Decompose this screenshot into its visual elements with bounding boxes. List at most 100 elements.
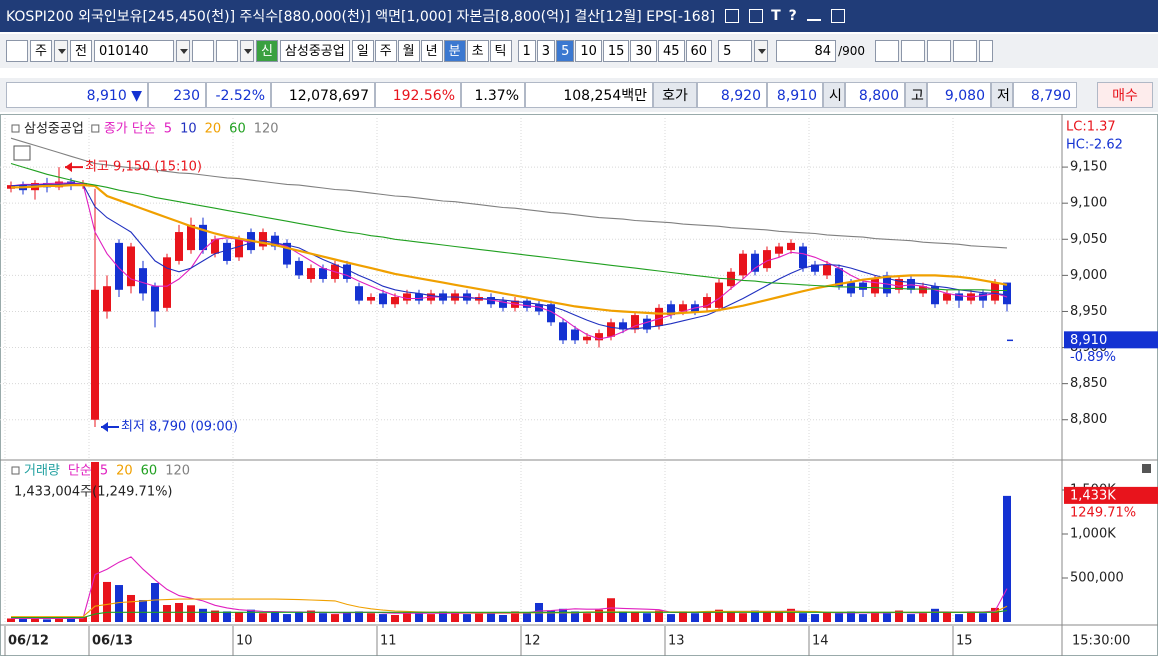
new-badge[interactable]: 신	[255, 40, 278, 62]
volume-bar	[739, 613, 747, 622]
sound[interactable]	[215, 40, 238, 62]
volume-bar	[295, 612, 303, 622]
volume-bar	[223, 611, 231, 622]
candle-body	[103, 286, 111, 312]
candle-body	[595, 333, 603, 341]
volume-bar	[487, 613, 495, 622]
volume-bar	[619, 611, 627, 622]
y-tick-label: 9,150	[1070, 160, 1107, 175]
volume-bar	[967, 611, 975, 622]
toolbar-button[interactable]: 10	[575, 40, 602, 62]
dropdown[interactable]	[239, 40, 254, 62]
volume-bar	[475, 612, 483, 622]
count-max: /900	[838, 44, 866, 58]
toolbar-button[interactable]: 3	[536, 40, 556, 62]
toolbar-button[interactable]: 틱	[489, 40, 512, 62]
candle-body	[859, 282, 867, 290]
candle-body	[295, 260, 303, 276]
menu-icon[interactable]	[6, 40, 28, 62]
candle-body	[715, 282, 723, 308]
volume-bar	[151, 583, 159, 622]
tool-icon[interactable]	[953, 40, 978, 62]
volume-bar	[391, 614, 399, 622]
volume-bar	[991, 607, 999, 622]
volume-bar	[703, 612, 711, 622]
volume-bar	[43, 619, 51, 622]
x-tick-label: 15	[956, 634, 973, 649]
annotation-arrow-head	[101, 421, 108, 432]
volume-bar	[763, 612, 771, 622]
tool-icon[interactable]	[927, 40, 952, 62]
volume-bar	[799, 613, 807, 622]
toolbar-button[interactable]: 분	[443, 40, 466, 62]
last-volume-box	[1064, 486, 1158, 504]
all[interactable]: 전	[69, 40, 92, 62]
volume-bar	[427, 614, 435, 622]
candle-body	[199, 224, 207, 251]
dropdown[interactable]	[754, 40, 769, 62]
window-icon[interactable]	[725, 9, 740, 23]
count[interactable]: 84	[776, 40, 837, 62]
candle-body	[679, 304, 687, 312]
candle-body	[955, 293, 963, 301]
window-icon[interactable]	[749, 9, 764, 23]
tool-icon[interactable]	[979, 40, 994, 62]
toolbar-button[interactable]: 60	[685, 40, 713, 62]
volume-bar	[451, 613, 459, 622]
toolbar-button[interactable]: 5	[556, 40, 575, 62]
tool-icon[interactable]	[901, 40, 926, 62]
unit[interactable]: 5	[718, 40, 753, 62]
toolbar-button[interactable]: 45	[657, 40, 685, 62]
volume-bar	[235, 612, 243, 622]
candle-body	[607, 322, 615, 337]
volume-bar	[91, 462, 99, 622]
x-tick-label: 12	[524, 634, 541, 649]
y-tick-label: 8,800	[1070, 412, 1107, 427]
legend-icon	[11, 124, 20, 133]
candle-body	[535, 304, 543, 312]
x-tick-label: 14	[812, 634, 829, 649]
icon-label[interactable]: T	[771, 8, 781, 24]
toolbar-button[interactable]: 월	[397, 40, 420, 62]
toolbar-button[interactable]: 년	[420, 40, 443, 62]
annotation-arrow-head	[65, 162, 72, 173]
toolbar-button[interactable]: 15	[602, 40, 630, 62]
volume-bar	[415, 613, 423, 622]
candle-body	[847, 282, 855, 294]
volume-bar	[343, 612, 351, 622]
icon-label[interactable]: ?	[788, 8, 797, 24]
volume-bar	[55, 617, 63, 622]
candle-body	[979, 293, 987, 301]
minimize[interactable]	[806, 11, 821, 21]
amount: 108,254백만	[525, 82, 653, 108]
toolbar-button[interactable]: 주	[374, 40, 397, 62]
toolbar-button[interactable]: 초	[466, 40, 489, 62]
maximize[interactable]	[830, 9, 845, 23]
market[interactable]: 주	[30, 40, 52, 62]
legend-label: 단순	[68, 464, 92, 479]
toolbar-button[interactable]: 1	[517, 40, 536, 62]
turnover: 1.37%	[461, 82, 525, 108]
legend-label: 120	[165, 464, 190, 479]
search[interactable]	[191, 40, 214, 62]
dropdown[interactable]	[175, 40, 190, 62]
time-label: 15:30:00	[1072, 634, 1130, 649]
toolbar-button[interactable]: 30	[630, 40, 657, 62]
stock-name[interactable]: 삼성중공업	[279, 40, 350, 62]
volume-bar	[823, 612, 831, 622]
volume-bar	[283, 614, 291, 622]
code-input[interactable]: 010140	[93, 40, 174, 62]
lc-label: LC:1.37	[1066, 120, 1116, 135]
tool-icon[interactable]	[875, 40, 900, 62]
ma-line	[11, 184, 1008, 315]
volume-bar	[319, 613, 327, 622]
candle-body	[871, 278, 879, 294]
volume-bar	[115, 585, 123, 622]
label: 고	[905, 82, 927, 108]
candle-body	[799, 246, 807, 269]
candle-body	[319, 268, 327, 279]
toolbar-button[interactable]: 일	[351, 40, 374, 62]
buy-button[interactable]: 매수	[1097, 82, 1153, 108]
dropdown[interactable]	[53, 40, 68, 62]
